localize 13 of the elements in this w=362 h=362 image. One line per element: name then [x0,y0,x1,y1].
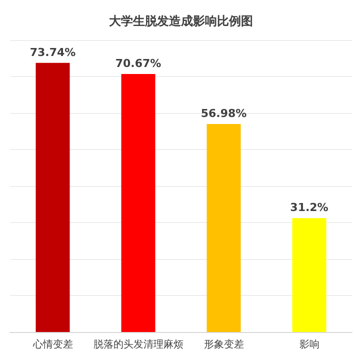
data-label: 56.98% [200,107,247,120]
x-tick-label: 影响 [299,338,320,350]
data-label: 70.67% [115,57,162,70]
bar [121,74,156,332]
bar [206,124,241,332]
x-tick-label: 形象变差 [204,338,244,350]
bar [292,218,326,332]
x-tick-label: 脱落的头发清理麻烦 [93,338,184,350]
data-label: 31.2% [290,201,328,214]
data-label: 73.74% [30,46,76,59]
x-tick-label: 心情变差 [32,338,73,350]
chart-title: 大学生脱发造成影响比例图 [109,14,253,28]
bar [36,62,70,332]
